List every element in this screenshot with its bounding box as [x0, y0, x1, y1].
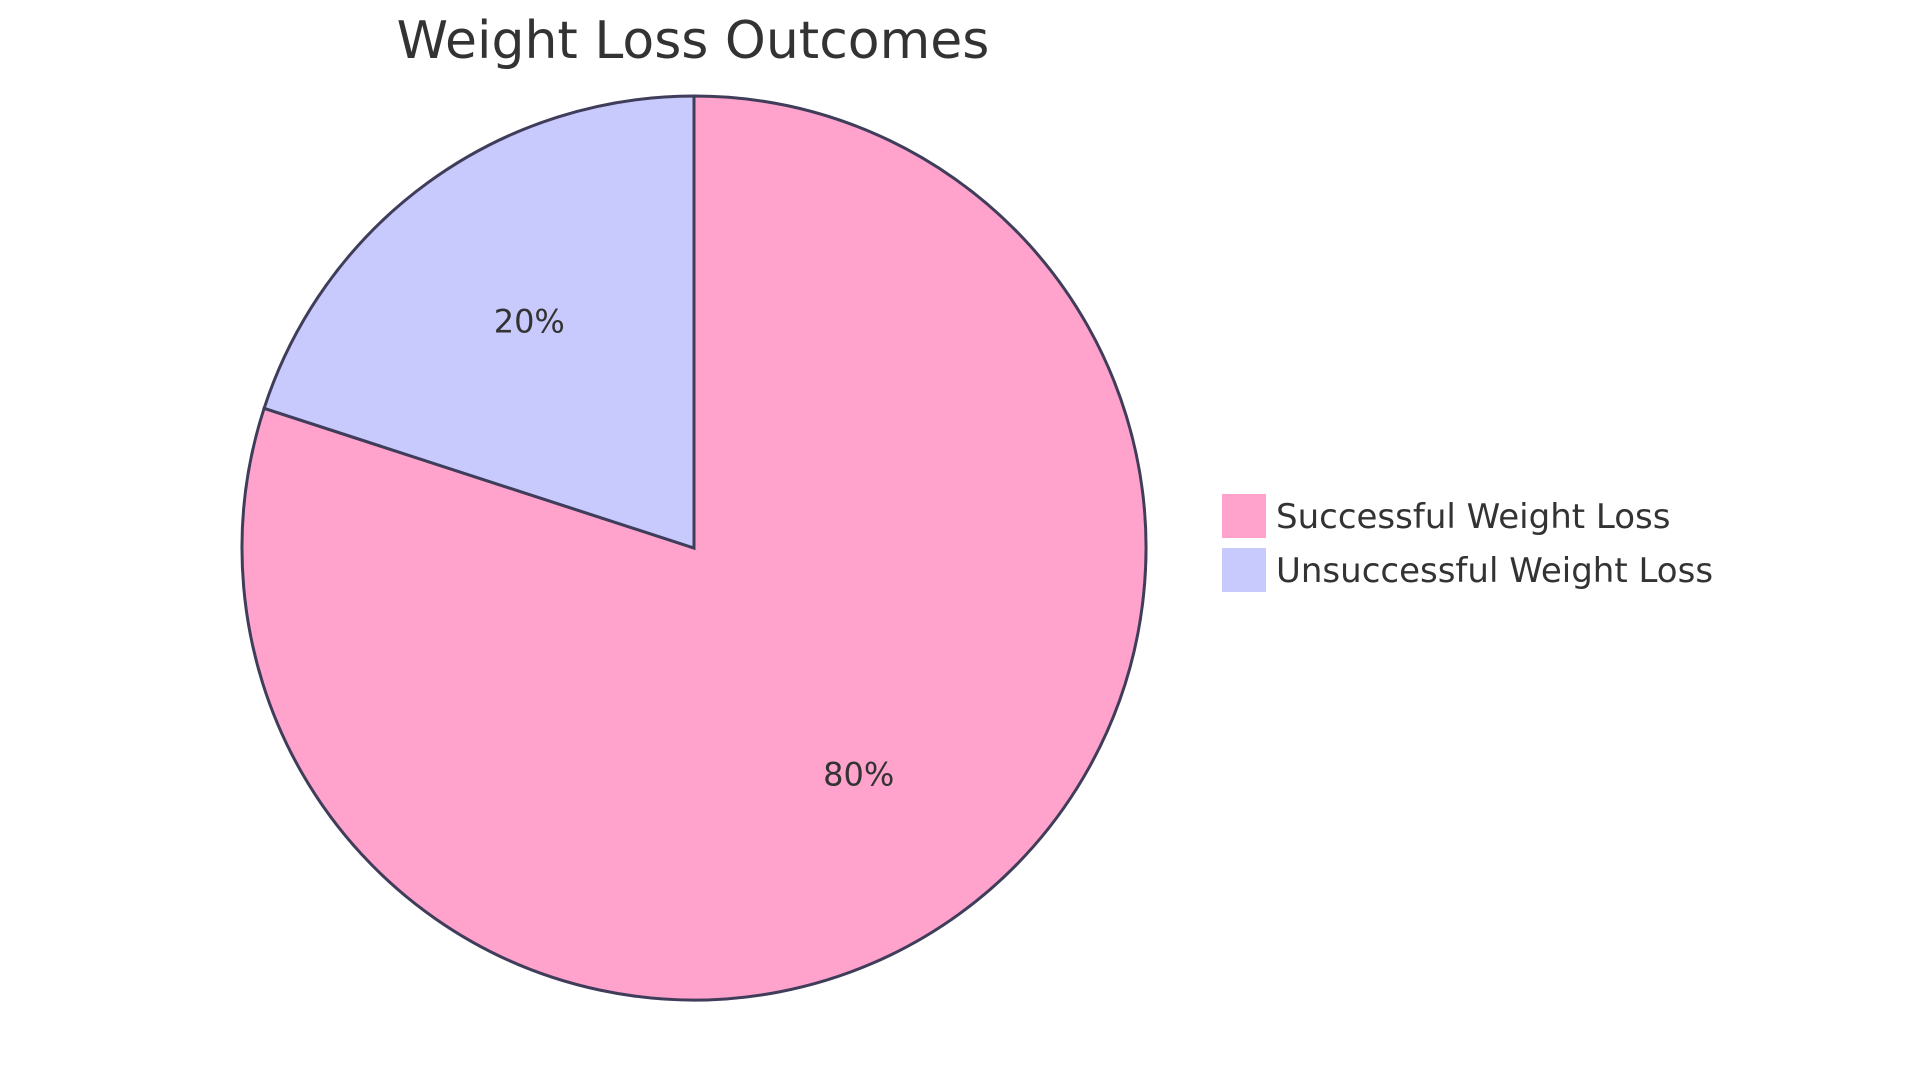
pie-slice-unsuccessful	[262, 94, 696, 551]
slice-label: 20%	[494, 302, 565, 340]
legend-label: Unsuccessful Weight Loss	[1276, 551, 1713, 591]
legend-swatch	[1222, 548, 1266, 592]
legend-label: Successful Weight Loss	[1276, 497, 1670, 537]
chart-title: Weight Loss Outcomes	[397, 11, 990, 71]
legend-swatch	[1222, 494, 1266, 538]
slice-label: 80%	[823, 756, 894, 794]
pie-slice-successful	[240, 94, 1148, 1002]
pie-slices	[240, 94, 1148, 1002]
pie-slice-labels: 80% 20%	[494, 302, 895, 793]
legend: Successful Weight Loss Unsuccessful Weigh…	[1222, 494, 1713, 592]
